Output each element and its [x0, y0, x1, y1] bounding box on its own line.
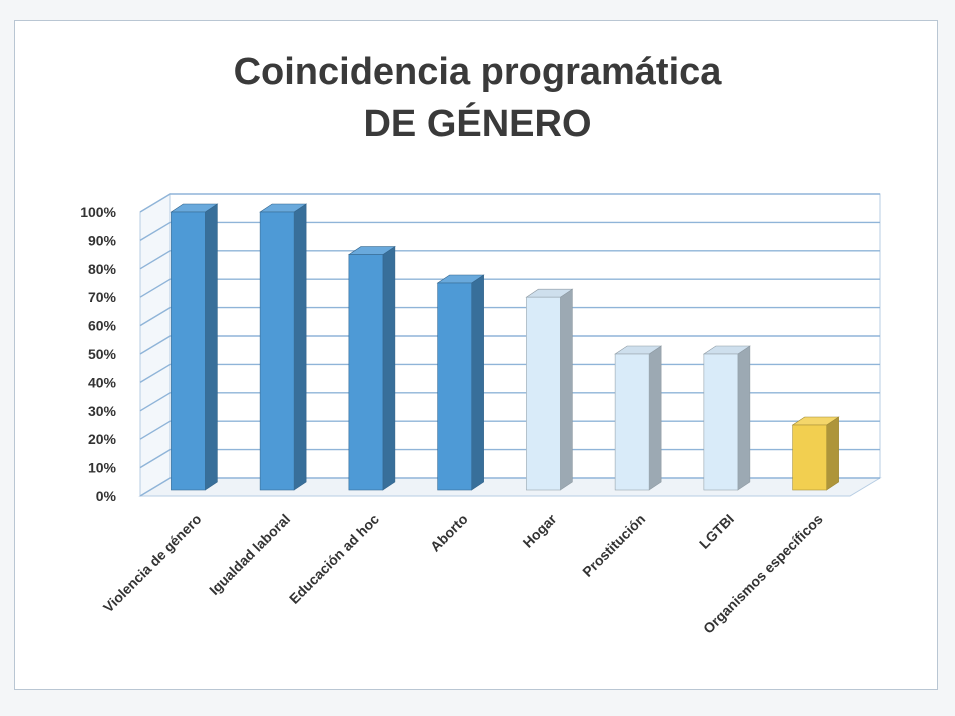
gridline [139, 278, 880, 298]
y-tick-label: 90% [88, 232, 117, 248]
bar-side [471, 274, 484, 491]
bar-side [826, 416, 839, 491]
bar-side [382, 246, 396, 491]
bar-side [648, 345, 662, 491]
bar [526, 296, 561, 491]
category-label: Igualdad laboral [206, 511, 293, 598]
bar [437, 282, 472, 491]
floor [138, 477, 882, 497]
category-label: Violencia de género [100, 511, 205, 616]
bar [703, 353, 739, 491]
category-label: Hogar [520, 510, 560, 550]
gridline [139, 335, 880, 355]
y-tick-label: 20% [88, 431, 117, 447]
chart-title: Coincidencia programática [233, 51, 722, 93]
bar-side [560, 288, 573, 491]
y-tick-label: 30% [88, 403, 117, 419]
chart-title-block: Coincidencia programática DE GÉNERO [0, 46, 955, 150]
category-label: Educación ad hoc [286, 511, 382, 607]
gridline [139, 306, 880, 327]
bar [259, 211, 295, 491]
gridline [139, 193, 880, 213]
bar [171, 211, 206, 491]
y-tick-label: 50% [88, 346, 117, 362]
category-label: Prostitución [579, 511, 648, 580]
bar-side [737, 345, 751, 491]
y-tick-label: 40% [88, 374, 117, 390]
bar [348, 254, 384, 491]
gridline [139, 221, 880, 242]
category-label: LGTBI [696, 511, 737, 552]
bar-side [205, 203, 218, 491]
category-label: Aborto [427, 511, 471, 555]
chart-subtitle: DE GÉNERO [363, 103, 592, 145]
gridline [139, 250, 880, 270]
bar-side [293, 203, 307, 491]
bar [614, 353, 650, 491]
y-tick-label: 60% [88, 318, 117, 334]
y-tick-label: 10% [88, 460, 117, 476]
y-tick-label: 70% [88, 289, 117, 305]
y-tick-label: 0% [96, 488, 117, 504]
bar [792, 424, 827, 491]
y-tick-label: 80% [88, 261, 117, 277]
y-tick-label: 100% [80, 204, 116, 220]
